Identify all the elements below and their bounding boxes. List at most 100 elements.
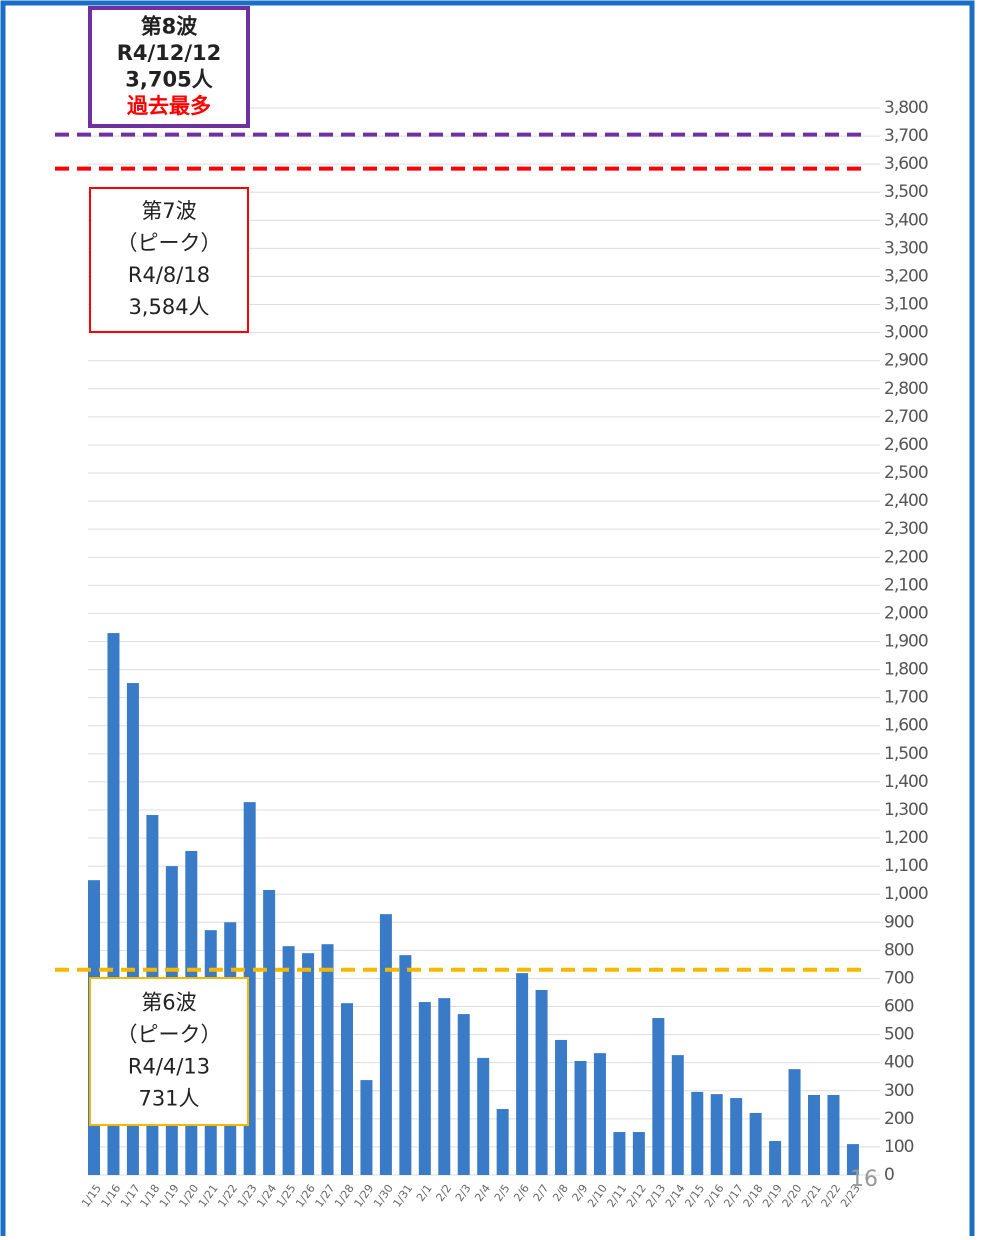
bar [340, 1003, 353, 1175]
annotation-text: 第6波 [141, 991, 196, 1015]
y-tick-label: 2,200 [884, 547, 928, 567]
y-tick-label: 3,300 [884, 238, 928, 258]
bar [671, 1055, 684, 1175]
x-tick-label: 1/15 [79, 1182, 104, 1210]
y-tick-label: 700 [884, 968, 914, 988]
y-tick-label: 0 [884, 1165, 894, 1185]
x-tick-label: 2/19 [760, 1182, 785, 1210]
x-tick-label: 1/25 [274, 1182, 299, 1210]
annotation-box [89, 977, 249, 1126]
y-tick-label: 1,700 [884, 688, 928, 708]
bar [827, 1094, 840, 1175]
x-tick-label: 1/22 [215, 1182, 240, 1210]
x-tick-label: 1/17 [118, 1182, 143, 1210]
annotation-box [89, 187, 249, 333]
x-tick-label: 2/13 [643, 1182, 668, 1210]
y-tick-label: 1,200 [884, 828, 928, 848]
y-tick-label: 2,700 [884, 407, 928, 427]
x-tick-label: 2/6 [511, 1182, 532, 1204]
y-tick-label: 900 [884, 912, 914, 932]
y-tick-label: 3,500 [884, 182, 928, 202]
bar [730, 1098, 743, 1175]
x-tick-label: 2/17 [721, 1182, 746, 1210]
x-tick-label: 2/16 [702, 1182, 727, 1210]
x-tick-label: 1/19 [157, 1182, 182, 1210]
bar [593, 1053, 606, 1175]
y-tick-label: 2,500 [884, 463, 928, 483]
y-tick-label: 3,400 [884, 210, 928, 230]
bar [399, 955, 412, 1175]
x-tick-label: 2/18 [741, 1182, 766, 1210]
y-tick-label: 100 [884, 1137, 914, 1157]
x-tick-label: 1/26 [293, 1182, 318, 1210]
y-tick-label: 1,900 [884, 632, 928, 652]
y-tick-label: 200 [884, 1109, 914, 1129]
x-tick-label: 1/16 [99, 1182, 124, 1210]
y-tick-label: 400 [884, 1053, 914, 1073]
y-tick-label: 3,100 [884, 295, 928, 315]
bar [808, 1094, 821, 1175]
y-tick-label: 3,200 [884, 266, 928, 286]
x-tick-label: 2/22 [819, 1182, 844, 1210]
y-tick-label: 2,000 [884, 603, 928, 623]
x-tick-label: 2/21 [799, 1182, 824, 1210]
y-tick-label: 1,300 [884, 800, 928, 820]
y-tick-label: 2,300 [884, 519, 928, 539]
bar [438, 998, 451, 1175]
x-tick-label: 1/24 [254, 1182, 279, 1210]
y-tick-label: 1,000 [884, 884, 928, 904]
annotation-note: 過去最多 [127, 94, 211, 118]
bar [302, 953, 315, 1175]
x-tick-label: 1/18 [137, 1182, 162, 1210]
x-tick-label: 2/20 [780, 1182, 805, 1210]
annotation-text: 3,705人 [125, 67, 212, 91]
bar [535, 989, 548, 1175]
x-tick-label: 1/23 [235, 1182, 260, 1210]
y-tick-label: 2,600 [884, 435, 928, 455]
bar [652, 1018, 665, 1175]
annotation-text: （ピーク） [117, 231, 222, 255]
y-tick-label: 500 [884, 1025, 914, 1045]
y-tick-label: 2,400 [884, 491, 928, 511]
y-tick-label: 3,800 [884, 98, 928, 118]
bar [846, 1144, 859, 1175]
bar [379, 914, 392, 1175]
bar [691, 1091, 704, 1175]
x-tick-label: 2/2 [433, 1182, 454, 1204]
x-tick-label: 1/27 [313, 1182, 338, 1210]
bar [769, 1141, 782, 1175]
annotation-text: R4/8/18 [128, 263, 210, 287]
y-tick-label: 1,400 [884, 772, 928, 792]
x-tick-label: 2/8 [550, 1182, 571, 1204]
annotation-text: 第8波 [141, 14, 199, 38]
bar [263, 889, 276, 1175]
y-tick-label: 3,000 [884, 323, 928, 343]
x-tick-label: 2/4 [472, 1182, 493, 1204]
bar [457, 1014, 470, 1175]
bar [749, 1112, 762, 1175]
x-tick-label: 1/20 [176, 1182, 201, 1210]
y-tick-label: 1,800 [884, 660, 928, 680]
annotation-text: （ピーク） [117, 1023, 222, 1047]
x-tick-label: 1/31 [390, 1182, 415, 1210]
x-tick-label: 2/10 [585, 1182, 610, 1210]
x-tick-label: 2/5 [492, 1182, 513, 1204]
y-tick-label: 3,700 [884, 126, 928, 146]
x-tick-label: 2/12 [624, 1182, 649, 1210]
y-tick-label: 2,800 [884, 379, 928, 399]
y-tick-label: 3,600 [884, 154, 928, 174]
annotation-text: R4/4/13 [128, 1055, 210, 1079]
x-tick-label: 1/21 [196, 1182, 221, 1210]
y-tick-label: 1,500 [884, 744, 928, 764]
y-tick-label: 1,600 [884, 716, 928, 736]
annotation-text: 3,584人 [128, 295, 209, 319]
x-tick-label: 1/29 [352, 1182, 377, 1210]
bar [574, 1060, 587, 1175]
bar [282, 946, 295, 1175]
x-tick-label: 2/3 [453, 1182, 474, 1204]
bar [477, 1057, 490, 1175]
annotation-text: R4/12/12 [117, 41, 222, 65]
bar [321, 944, 334, 1175]
